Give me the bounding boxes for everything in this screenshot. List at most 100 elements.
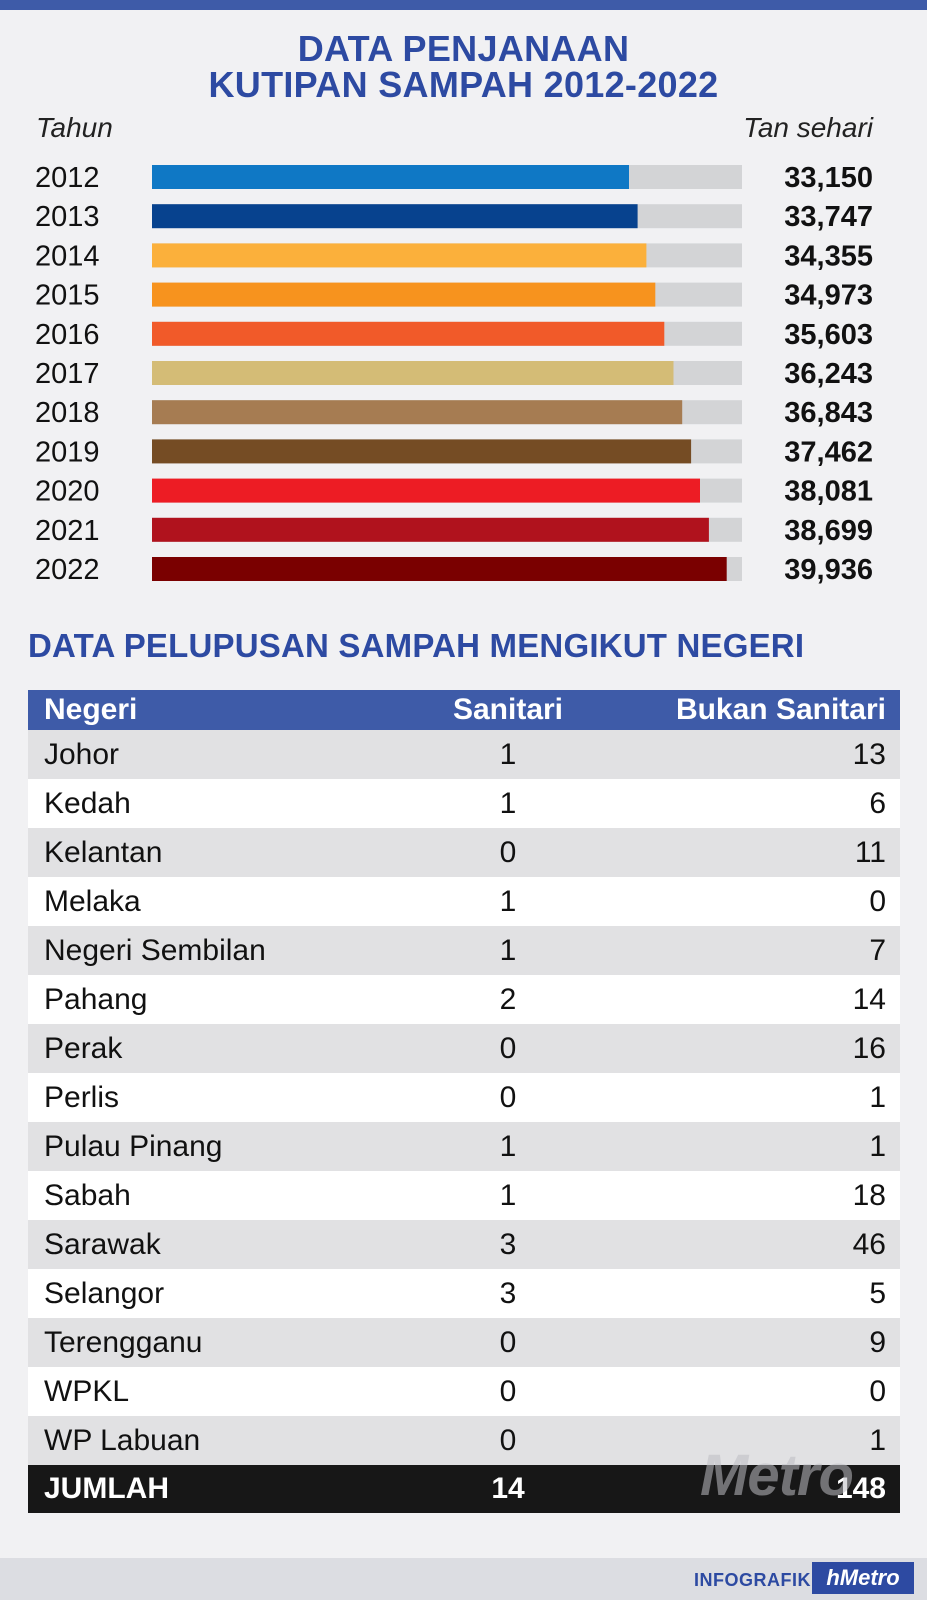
cell-bukan-sanitari: 0 <box>869 884 886 918</box>
bar-2017 <box>152 361 674 385</box>
category-label: 2022 <box>35 554 100 586</box>
category-label: 2012 <box>35 162 100 194</box>
cell-bukan-sanitari: 46 <box>852 1227 886 1261</box>
header-negeri: Negeri <box>44 693 138 726</box>
category-label: 2018 <box>35 397 100 429</box>
data-label: 35,603 <box>784 319 873 351</box>
bar-2012 <box>152 165 629 189</box>
cell-bukan-sanitari: 18 <box>852 1178 886 1212</box>
cell-sanitari: 1 <box>499 786 517 820</box>
category-label: 2019 <box>35 436 100 468</box>
total-sanitari: 14 <box>491 1472 525 1505</box>
table-row: Pahang 2 14 <box>28 975 900 1024</box>
table-row: WPKL 0 0 <box>28 1367 900 1416</box>
cell-negeri: Terengganu <box>44 1325 203 1359</box>
cell-sanitari: 0 <box>499 835 517 869</box>
cell-negeri: WP Labuan <box>44 1423 201 1457</box>
cell-bukan-sanitari: 14 <box>852 982 886 1016</box>
table-row: Negeri Sembilan 1 7 <box>28 926 900 975</box>
cell-sanitari: 2 <box>499 982 517 1016</box>
data-label: 33,747 <box>784 201 873 233</box>
cell-negeri: Selangor <box>44 1276 165 1310</box>
cell-bukan-sanitari: 11 <box>854 835 886 869</box>
cell-bukan-sanitari: 1 <box>869 1129 886 1163</box>
table-row: Johor 1 13 <box>28 730 900 779</box>
bar-2015 <box>152 282 656 307</box>
cell-bukan-sanitari: 13 <box>852 737 886 771</box>
table-total-row: JUMLAH 14 148 <box>28 1465 900 1513</box>
table-row: Perak 0 16 <box>28 1024 900 1073</box>
table-body: Johor 1 13 Kedah 1 6 Kelantan 0 11 Melaka 1 0 Negeri… <box>28 730 900 1465</box>
harian-metro-logo: hMetro <box>812 1562 914 1594</box>
table-row: Kelantan 0 11 <box>28 828 900 877</box>
header-bukan-sanitari: Bukan Sanitari <box>675 693 886 726</box>
cell-sanitari: 1 <box>499 933 517 967</box>
cell-negeri: Melaka <box>44 884 141 918</box>
category-label: 2020 <box>35 476 100 508</box>
cell-negeri: WPKL <box>44 1374 130 1408</box>
data-label: 38,081 <box>784 476 873 508</box>
cell-negeri: Perak <box>44 1031 123 1065</box>
cell-negeri: Sarawak <box>44 1227 161 1261</box>
cell-negeri: Sabah <box>44 1178 131 1212</box>
top-stripe <box>0 0 927 10</box>
table-row: Perlis 0 1 <box>28 1073 900 1122</box>
category-label: 2021 <box>35 515 100 547</box>
cell-sanitari: 1 <box>499 1129 517 1163</box>
category-label: 2014 <box>35 240 100 272</box>
cell-sanitari: 1 <box>499 737 517 771</box>
cell-bukan-sanitari: 1 <box>869 1080 886 1114</box>
cell-negeri: Pulau Pinang <box>44 1129 223 1163</box>
table-row: Melaka 1 0 <box>28 877 900 926</box>
cell-bukan-sanitari: 9 <box>869 1325 886 1359</box>
bar-2013 <box>152 204 638 229</box>
disposal-table: Negeri Sanitari Bukan Sanitari Johor 1 13 K… <box>28 690 900 1513</box>
data-label: 34,355 <box>784 240 873 272</box>
bar-2018 <box>152 400 683 425</box>
data-label: 38,699 <box>784 515 873 547</box>
table-row: Pulau Pinang 1 1 <box>28 1122 900 1171</box>
table-row: Sabah 1 18 <box>28 1171 900 1220</box>
cell-sanitari: 3 <box>499 1276 517 1310</box>
table-row: WP Labuan 0 1 <box>28 1416 900 1465</box>
table-header-row: Negeri Sanitari Bukan Sanitari <box>28 690 900 730</box>
cell-bukan-sanitari: 5 <box>869 1276 886 1310</box>
cell-negeri: Pahang <box>44 982 148 1016</box>
y-axis-label: Tahun <box>36 112 113 143</box>
chart-title-line-2: KUTIPAN SAMPAH 2012-2022 <box>208 64 719 105</box>
footer-bar <box>0 1558 927 1600</box>
data-label: 36,843 <box>784 397 873 429</box>
cell-sanitari: 1 <box>499 1178 517 1212</box>
bar-2020 <box>152 478 700 503</box>
cell-sanitari: 0 <box>499 1031 517 1065</box>
table-title: DATA PELUPUSAN SAMPAH MENGIKUT NEGERI <box>28 627 805 664</box>
category-label: 2015 <box>35 280 100 312</box>
cell-sanitari: 0 <box>499 1374 517 1408</box>
data-label: 37,462 <box>784 436 873 468</box>
table-row: Kedah 1 6 <box>28 779 900 828</box>
chart-title-line-1: DATA PENJANAAN <box>297 28 630 69</box>
metro-watermark: Metro <box>700 1443 854 1508</box>
cell-bukan-sanitari: 0 <box>869 1374 886 1408</box>
total-bukan-sanitari: 148 <box>835 1472 886 1505</box>
footer-infografik-label: INFOGRAFIK <box>694 1570 811 1590</box>
cell-negeri: Kelantan <box>44 835 163 869</box>
data-label: 34,973 <box>784 280 873 312</box>
bar-2019 <box>152 439 692 464</box>
cell-negeri: Perlis <box>44 1080 120 1114</box>
bar-2022 <box>152 557 727 581</box>
cell-negeri: Negeri Sembilan <box>44 933 266 967</box>
cell-bukan-sanitari: 1 <box>869 1423 886 1457</box>
bar-chart: 2012 33,150 2013 33,747 2014 34,355 2015 34,973… <box>35 162 873 586</box>
cell-sanitari: 3 <box>499 1227 517 1261</box>
data-label: 33,150 <box>784 162 873 194</box>
cell-bukan-sanitari: 16 <box>852 1031 886 1065</box>
total-label: JUMLAH <box>44 1472 169 1505</box>
cell-sanitari: 0 <box>499 1325 517 1359</box>
table-row: Sarawak 3 46 <box>28 1220 900 1269</box>
header-sanitari: Sanitari <box>452 693 564 726</box>
table-row: Terengganu 0 9 <box>28 1318 900 1367</box>
cell-negeri: Kedah <box>44 786 131 820</box>
data-label: 39,936 <box>784 554 873 586</box>
bar-2016 <box>152 321 665 346</box>
